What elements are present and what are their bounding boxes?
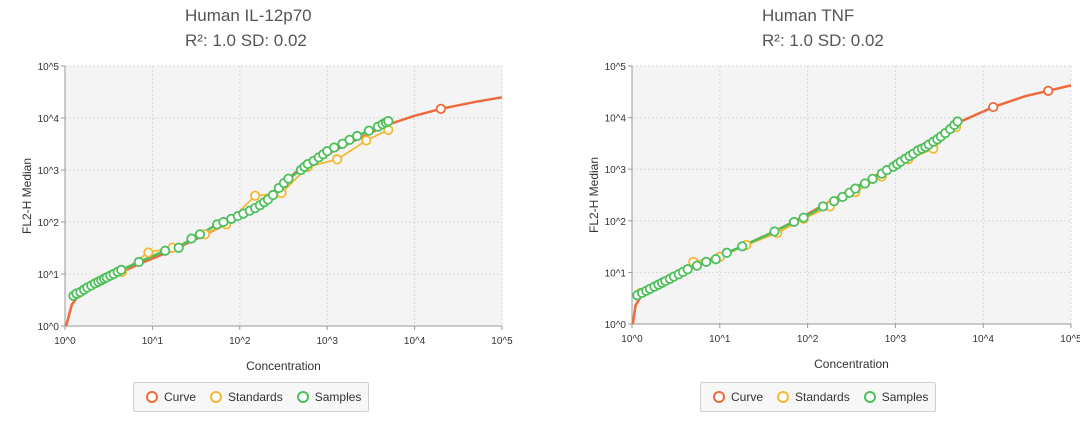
- x-tick-label: 10^1: [142, 336, 164, 347]
- sample-point[interactable]: [859, 178, 871, 189]
- x-tick-label: 10^0: [621, 334, 643, 345]
- y-tick-label: 10^1: [38, 270, 60, 281]
- sample-point[interactable]: [352, 130, 363, 142]
- sample-point[interactable]: [788, 216, 800, 228]
- x-tick-label: 10^5: [1060, 334, 1080, 345]
- sample-point[interactable]: [850, 183, 861, 194]
- legend-item-curve[interactable]: Curve: [713, 390, 763, 404]
- x-tick-label: 10^2: [229, 336, 251, 347]
- sample-point[interactable]: [186, 233, 197, 244]
- sample-point[interactable]: [952, 116, 963, 127]
- sample-point[interactable]: [867, 173, 878, 184]
- y-tick-label: 10^3: [38, 166, 60, 177]
- legend-label: Standards: [795, 390, 850, 404]
- y-tick-label: 10^5: [38, 62, 60, 73]
- legend-item-samples[interactable]: Samples: [296, 390, 362, 404]
- curve-point[interactable]: [435, 103, 447, 114]
- sample-point[interactable]: [329, 142, 340, 153]
- y-axis-label: FL2-H Median: [587, 157, 601, 233]
- legend-item-standards[interactable]: Standards: [777, 390, 850, 404]
- sample-point[interactable]: [283, 173, 294, 184]
- sample-point[interactable]: [383, 116, 394, 127]
- sample-point[interactable]: [133, 256, 144, 268]
- legend-label: Samples: [881, 390, 929, 404]
- curve-marker-icon: [713, 391, 725, 403]
- chart-subtitle: R²: 1.0 SD: 0.02: [185, 31, 307, 50]
- y-tick-label: 10^4: [38, 114, 60, 125]
- sample-point[interactable]: [798, 212, 809, 223]
- chart-panel-il12p70: Human IL-12p70 R²: 1.0 SD: 0.02 10^0 10^1…: [20, 6, 513, 412]
- sample-point[interactable]: [682, 264, 693, 275]
- y-tick-label: 10^0: [605, 320, 627, 331]
- standards-marker-icon: [210, 391, 223, 403]
- x-tick-label: 10^5: [491, 336, 513, 347]
- x-tick-label: 10^0: [54, 336, 76, 347]
- x-tick-label: 10^3: [885, 334, 907, 345]
- legend-item-samples[interactable]: Samples: [863, 390, 929, 404]
- standard-point[interactable]: [250, 190, 261, 201]
- chart-title: Human IL-12p70: [185, 6, 312, 25]
- sample-point[interactable]: [828, 196, 840, 207]
- sample-point[interactable]: [173, 242, 184, 253]
- legend-label: Curve: [731, 390, 764, 404]
- y-tick-label: 10^2: [605, 217, 627, 228]
- standard-point[interactable]: [361, 135, 372, 146]
- sample-point[interactable]: [363, 125, 375, 136]
- legend-item-curve[interactable]: Curve: [146, 390, 196, 404]
- y-tick-label: 10^2: [38, 218, 60, 229]
- sample-point[interactable]: [817, 201, 829, 212]
- x-tick-label: 10^1: [709, 334, 731, 345]
- y-axis-label: FL2-H Median: [20, 158, 34, 234]
- x-axis-label: Concentration: [246, 359, 321, 373]
- sample-point[interactable]: [737, 241, 748, 252]
- legend-item-standards[interactable]: Standards: [210, 390, 283, 404]
- x-tick-label: 10^2: [797, 334, 819, 345]
- sample-point[interactable]: [267, 189, 279, 201]
- chart-title: Human TNF: [762, 6, 855, 25]
- sample-point[interactable]: [160, 245, 171, 256]
- curve-point[interactable]: [1043, 85, 1054, 96]
- standard-point[interactable]: [143, 247, 154, 258]
- chart-plot-tnf: 10^0 10^1 10^2 10^3 10^4 10^5 10^0 10^1 10^2 10^3…: [587, 62, 1080, 371]
- standard-point[interactable]: [332, 154, 343, 165]
- y-tick-label: 10^5: [605, 62, 627, 73]
- sample-point[interactable]: [344, 134, 355, 145]
- y-tick-label: 10^4: [605, 114, 627, 125]
- legend-label: Samples: [314, 390, 362, 404]
- x-tick-label: 10^4: [973, 334, 995, 345]
- curve-marker-icon: [146, 391, 158, 403]
- x-tick-label: 10^4: [404, 336, 426, 347]
- samples-marker-icon: [296, 391, 309, 403]
- chart-panel-tnf: Human TNF R²: 1.0 SD: 0.02 10^0 10^1 10^2 1…: [540, 0, 1080, 425]
- sample-point[interactable]: [194, 229, 206, 240]
- x-axis-label: Concentration: [814, 357, 889, 371]
- chart-legend: Curve Standards Samples: [700, 382, 936, 412]
- standards-marker-icon: [777, 391, 790, 403]
- sample-point[interactable]: [701, 256, 712, 267]
- sample-point[interactable]: [116, 264, 127, 275]
- chart-legend: Curve Standards Samples: [133, 382, 369, 412]
- legend-label: Standards: [228, 390, 283, 404]
- sample-point[interactable]: [691, 260, 703, 271]
- x-tick-label: 10^3: [317, 336, 339, 347]
- sample-point[interactable]: [710, 254, 721, 265]
- samples-marker-icon: [863, 391, 876, 403]
- sample-point[interactable]: [721, 247, 732, 258]
- chart-plot-il12p70: 10^0 10^1 10^2 10^3 10^4 10^5 10^0 10^1 10^2 10^3…: [20, 62, 513, 373]
- sample-point[interactable]: [769, 226, 780, 237]
- y-tick-label: 10^0: [38, 322, 60, 333]
- y-tick-label: 10^3: [605, 165, 627, 176]
- chart-subtitle: R²: 1.0 SD: 0.02: [762, 31, 884, 50]
- y-tick-label: 10^1: [605, 268, 627, 279]
- curve-point[interactable]: [988, 101, 999, 113]
- legend-label: Curve: [164, 390, 197, 404]
